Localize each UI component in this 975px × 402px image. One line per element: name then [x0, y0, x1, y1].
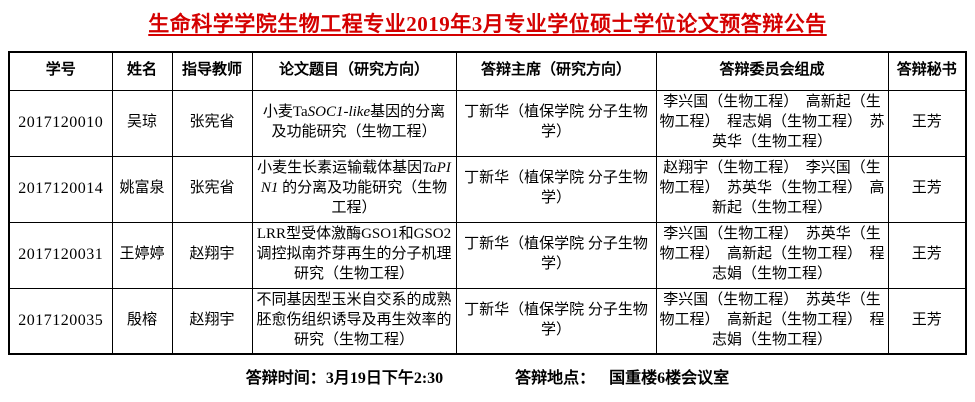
cell-name: 殷榕 [111, 287, 173, 355]
cell-secretary: 王芳 [887, 221, 967, 289]
cell-committee: 李兴国（生物工程） 高新起（生物工程） 程志娟（生物工程） 苏英华（生物工程） [655, 89, 889, 157]
thesis-title-text: 基因的分离及功能研究（生物工程） [271, 104, 446, 140]
defense-location-value: 国重楼6楼会议室 [609, 370, 730, 387]
cell-name: 姚富泉 [111, 155, 173, 223]
defense-location-label: 答辩地点： [515, 370, 596, 387]
cell-committee: 李兴国（生物工程） 苏英华（生物工程） 高新起（生物工程） 程志娟（生物工程） [655, 287, 889, 355]
cell-defense-chair: 丁新华（植保学院 分子生物学） [455, 221, 657, 289]
cell-thesis-title: 小麦TaSOC1-like基因的分离及功能研究（生物工程） [251, 89, 457, 157]
cell-committee: 李兴国（生物工程） 苏英华（生物工程） 高新起（生物工程） 程志娟（生物工程） [655, 221, 889, 289]
cell-name: 吴琼 [111, 89, 173, 157]
cell-secretary: 王芳 [887, 155, 967, 223]
cell-student-id: 2017120031 [8, 221, 113, 289]
cell-thesis-title: 小麦生长素运输载体基因TaPIN1 的分离及功能研究（生物工程） [251, 155, 457, 223]
cell-student-id: 2017120014 [8, 155, 113, 223]
cell-defense-chair: 丁新华（植保学院 分子生物学） [455, 89, 657, 157]
thesis-title-text: 小麦生长素运输载体基因 [257, 160, 423, 177]
column-header: 学号 [8, 51, 113, 91]
cell-thesis-title: LRR型受体激酶GSO1和GSO2调控拟南芥芽再生的分子机理研究（生物工程） [251, 221, 457, 289]
cell-defense-chair: 丁新华（植保学院 分子生物学） [455, 287, 657, 355]
table-row: 2017120014 姚富泉 张宪省 小麦生长素运输载体基因TaPIN1 的分离及功能… [8, 155, 967, 223]
column-header: 指导教师 [171, 51, 253, 91]
cell-secretary: 王芳 [887, 287, 967, 355]
cell-thesis-title: 不同基因型玉米自交系的成熟胚愈伤组织诱导及再生效率的研究（生物工程） [251, 287, 457, 355]
cell-defense-chair: 丁新华（植保学院 分子生物学） [455, 155, 657, 223]
thesis-title-gene-name: TaPIN1 [260, 160, 451, 197]
cell-advisor: 赵翔宇 [171, 287, 253, 355]
thesis-title-text: 小麦Ta [262, 104, 308, 121]
cell-student-id: 2017120010 [8, 89, 113, 157]
cell-advisor: 赵翔宇 [171, 221, 253, 289]
cell-advisor: 张宪省 [171, 155, 253, 223]
table-row: 2017120035 殷榕 赵翔宇 不同基因型玉米自交系的成熟胚愈伤组织诱导及再生效率… [8, 287, 967, 355]
thesis-title-text: 的分离及功能研究（生物工程） [278, 180, 448, 216]
defense-time-value: 3月19日下午2:30 [325, 370, 444, 387]
column-header: 答辩主席（研究方向） [455, 51, 657, 91]
footer-info: 答辩时间：3月19日下午2:30 答辩地点： 国重楼6楼会议室 [0, 364, 975, 388]
table-row: 2017120031 王婷婷 赵翔宇 LRR型受体激酶GSO1和GSO2调控拟南芥芽再… [8, 221, 967, 289]
defense-time-label: 答辩时间： [245, 370, 326, 387]
table-body: 2017120010 吴琼 张宪省 小麦TaSOC1-like基因的分离及功能研究（生… [8, 89, 967, 355]
column-header: 姓名 [111, 51, 173, 91]
column-header: 论文题目（研究方向） [251, 51, 457, 91]
table-row: 2017120010 吴琼 张宪省 小麦TaSOC1-like基因的分离及功能研究（生… [8, 89, 967, 157]
page-title: 生命科学学院生物工程专业2019年3月专业学位硕士学位论文预答辩公告 [148, 12, 827, 36]
cell-committee: 赵翔宇（生物工程） 李兴国（生物工程） 苏英华（生物工程） 高新起（生物工程） [655, 155, 889, 223]
defense-location: 答辩地点： 国重楼6楼会议室 [515, 364, 729, 388]
table-header-row: 学号 姓名 指导教师 论文题目（研究方向） 答辩主席（研究方向） 答辩委员会组成 答辩秘书 [8, 51, 967, 91]
column-header: 答辩秘书 [887, 51, 967, 91]
cell-advisor: 张宪省 [171, 89, 253, 157]
thesis-title-text: LRR型受体激酶GSO1和GSO2调控拟南芥芽再生的分子机理研究（生物工程） [256, 226, 452, 282]
cell-secretary: 王芳 [887, 89, 967, 157]
thesis-title-gene-name: SOC1-like [307, 104, 371, 121]
announcement-table: 学号 姓名 指导教师 论文题目（研究方向） 答辩主席（研究方向） 答辩委员会组成 答辩秘书 … [8, 51, 967, 355]
column-header: 答辩委员会组成 [655, 51, 889, 91]
cell-student-id: 2017120035 [8, 287, 113, 355]
defense-time: 答辩时间：3月19日下午2:30 [246, 364, 443, 388]
cell-name: 王婷婷 [111, 221, 173, 289]
thesis-title-text: 不同基因型玉米自交系的成熟胚愈伤组织诱导及再生效率的研究（生物工程） [256, 292, 452, 348]
